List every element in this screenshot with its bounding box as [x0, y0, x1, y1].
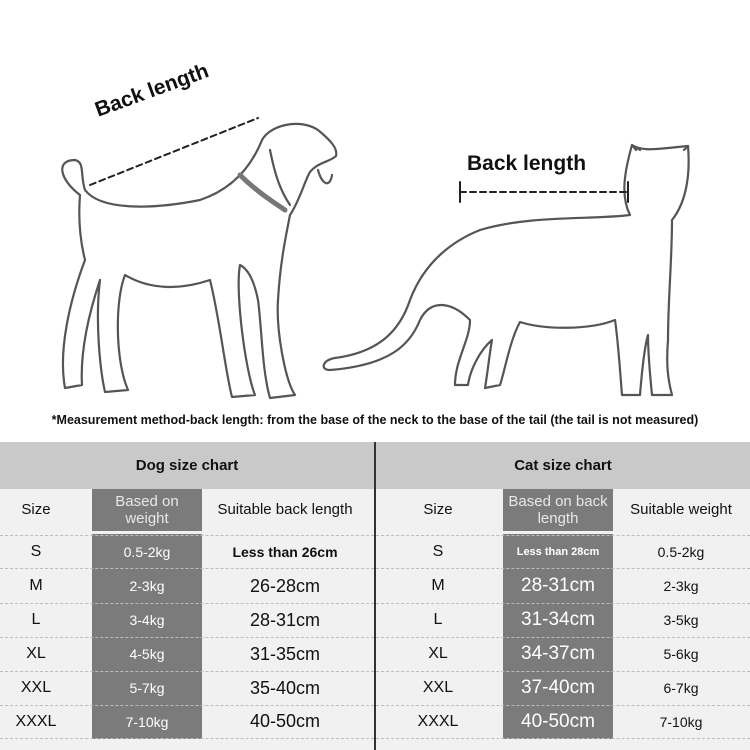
cell-weight: 3-4kg — [129, 612, 165, 628]
cell-weight: 2-3kg — [129, 578, 165, 594]
cell-length: 35-40cm — [249, 677, 321, 698]
row-divider — [376, 671, 750, 672]
dog-chart-title: Dog size chart — [135, 457, 239, 474]
cat-chart-header: Cat size chart — [376, 442, 750, 489]
cell-size: S — [30, 543, 42, 560]
cell-weight: 4-5kg — [129, 646, 165, 662]
cell-length: 26-28cm — [249, 575, 321, 596]
cell-weight: 7-10kg — [125, 713, 169, 730]
cat-chart-title: Cat size chart — [514, 457, 612, 474]
row-divider — [0, 671, 374, 672]
cell-length: 40-50cm — [249, 711, 321, 731]
cell-size: M — [431, 577, 445, 594]
cell-size: XXXL — [417, 712, 459, 730]
cell-length: 28-31cm — [521, 575, 595, 596]
pet-illustration — [61, 117, 690, 400]
row-divider — [0, 738, 374, 739]
cell-weight: 0.5-2kg — [123, 544, 171, 560]
row-divider — [0, 568, 374, 569]
table-row: XXXL 7-10kg 40-50cm — [0, 705, 374, 738]
dog-chart-header: Dog size chart — [0, 442, 374, 489]
table-row: XXXL 40-50cm 7-10kg — [376, 705, 750, 738]
row-divider — [376, 603, 750, 604]
table-row: L 3-4kg 28-31cm — [0, 603, 374, 637]
cell-weight: 5-7kg — [129, 680, 165, 696]
cell-weight: 3-5kg — [663, 612, 699, 628]
cell-weight: 6-7kg — [663, 680, 699, 696]
cell-length: 28-31cm — [249, 609, 321, 630]
row-divider — [376, 705, 750, 706]
cell-length: Less than 28cm — [516, 546, 600, 558]
cat-back-length-label: Back length — [467, 152, 587, 175]
cat-size-table: Size Based on back length Suitable weight S… — [376, 489, 750, 750]
table-row: XL 34-37cm 5-6kg — [376, 637, 750, 671]
highlight-header-cell — [92, 489, 202, 531]
cell-length: 31-34cm — [521, 609, 595, 630]
cell-weight: 7-10kg — [659, 713, 703, 730]
cat-outline-icon — [322, 143, 690, 397]
cell-length: 37-40cm — [521, 677, 595, 698]
table-row: S 0.5-2kg Less than 26cm — [0, 536, 374, 568]
column-header: Size — [21, 501, 51, 519]
cell-size: XL — [428, 645, 448, 662]
chart-divider — [374, 442, 376, 750]
cell-length: 31-35cm — [249, 643, 321, 664]
row-divider — [376, 738, 750, 739]
table-row: M 2-3kg 26-28cm — [0, 569, 374, 603]
highlight-header-cell — [503, 489, 613, 531]
table-row: XL 4-5kg 31-35cm — [0, 637, 374, 671]
column-header: Suitable weight — [630, 501, 732, 519]
cell-weight: 5-6kg — [663, 646, 699, 662]
dog-size-table: Size Based on weight Suitable back length S… — [0, 489, 374, 750]
cell-size: M — [29, 577, 43, 594]
cell-length: 40-50cm — [521, 710, 595, 732]
measurement-note: *Measurement method-back length: from th… — [51, 413, 699, 427]
cell-length: 34-37cm — [521, 643, 595, 664]
column-header: Suitable back length — [217, 501, 353, 519]
column-header: Based on back length — [508, 492, 608, 527]
cell-size: XXL — [20, 679, 52, 696]
table-row: XXL 37-40cm 6-7kg — [376, 671, 750, 705]
row-divider — [0, 705, 374, 706]
cell-size: XL — [26, 645, 46, 662]
table-row: S Less than 28cm 0.5-2kg — [376, 536, 750, 568]
dog-outline-icon — [61, 122, 338, 400]
table-row: XXL 5-7kg 35-40cm — [0, 671, 374, 705]
cell-size: L — [31, 611, 41, 628]
row-divider — [376, 535, 750, 536]
row-divider — [376, 637, 750, 638]
cell-size: S — [432, 543, 444, 560]
row-divider — [376, 568, 750, 569]
cell-length: Less than 26cm — [232, 544, 338, 560]
table-row: M 28-31cm 2-3kg — [376, 569, 750, 603]
row-divider — [0, 535, 374, 536]
row-divider — [0, 603, 374, 604]
column-header: Size — [423, 501, 453, 519]
row-divider — [0, 637, 374, 638]
cell-weight: 2-3kg — [663, 578, 699, 594]
column-header: Based on weight — [115, 492, 179, 527]
cell-size: XXL — [422, 679, 454, 696]
cell-weight: 0.5-2kg — [657, 544, 705, 560]
cell-size: XXXL — [15, 712, 57, 730]
cell-size: L — [433, 611, 443, 628]
table-row: L 31-34cm 3-5kg — [376, 603, 750, 637]
